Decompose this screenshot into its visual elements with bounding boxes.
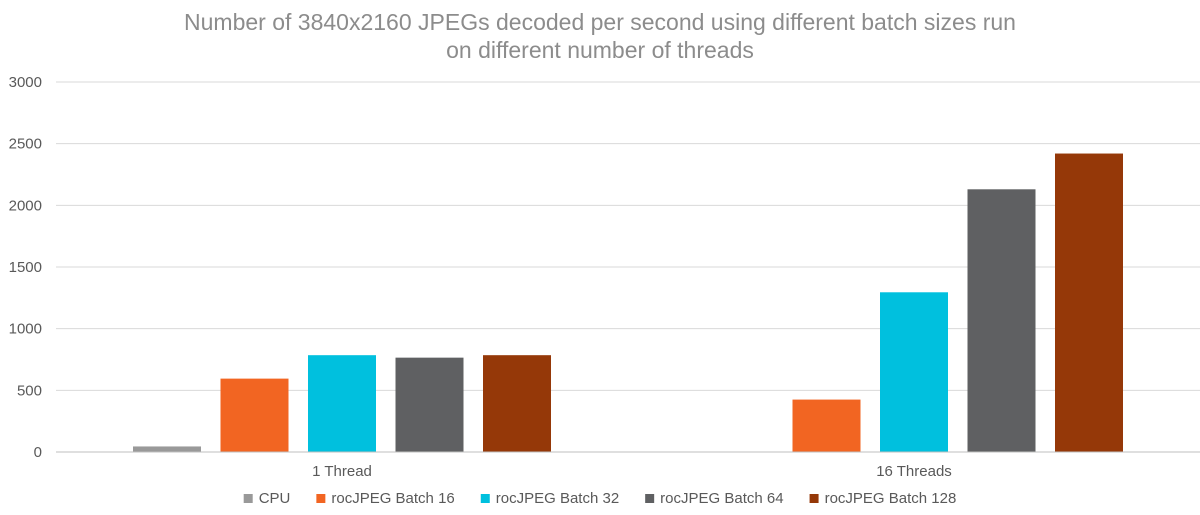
y-tick-label: 1000 [9, 321, 42, 338]
legend-label: rocJPEG Batch 128 [825, 490, 957, 507]
y-tick-label: 1500 [9, 259, 42, 276]
y-tick-label: 2000 [9, 197, 42, 214]
chart-title-line-2: on different number of threads [446, 37, 754, 63]
legend-item: rocJPEG Batch 64 [645, 490, 784, 507]
legend-swatch [480, 494, 490, 503]
bar [792, 399, 861, 452]
chart-title: Number of 3840x2160 JPEGs decoded per se… [0, 8, 1200, 64]
legend-swatch [243, 494, 253, 503]
legend: CPU rocJPEG Batch 16 rocJPEG Batch 32 rocJP… [243, 490, 957, 507]
legend-swatch [645, 494, 655, 503]
y-tick-label: 2500 [9, 136, 42, 153]
bar [395, 357, 464, 452]
y-tick-label: 500 [17, 382, 42, 399]
y-axis-ticks: 0 500 1000 1500 2000 2500 3000 [9, 74, 42, 461]
bar [133, 446, 201, 452]
bars [133, 153, 1123, 453]
legend-label: rocJPEG Batch 64 [660, 490, 783, 507]
x-tick-label: 1 Thread [312, 463, 372, 480]
legend-label: rocJPEG Batch 16 [331, 490, 454, 507]
x-axis-ticks: 1 Thread 16 Threads [312, 463, 952, 480]
legend-swatch [809, 494, 819, 503]
y-tick-label: 3000 [9, 74, 42, 91]
legend-label: CPU [259, 490, 291, 507]
legend-item: rocJPEG Batch 32 [480, 490, 619, 507]
y-tick-label: 0 [34, 444, 42, 461]
legend-item: rocJPEG Batch 128 [809, 490, 957, 507]
legend-item: rocJPEG Batch 16 [316, 490, 455, 507]
bar [880, 292, 948, 452]
bar [1055, 153, 1123, 453]
bar [483, 355, 551, 452]
legend-swatch [316, 494, 326, 503]
chart-title-line-1: Number of 3840x2160 JPEGs decoded per se… [184, 9, 1016, 35]
legend-label: rocJPEG Batch 32 [496, 490, 619, 507]
bar [220, 378, 289, 452]
legend-item: CPU [243, 490, 291, 507]
x-tick-label: 16 Threads [876, 463, 952, 480]
bar [967, 189, 1036, 453]
bar [308, 355, 376, 452]
